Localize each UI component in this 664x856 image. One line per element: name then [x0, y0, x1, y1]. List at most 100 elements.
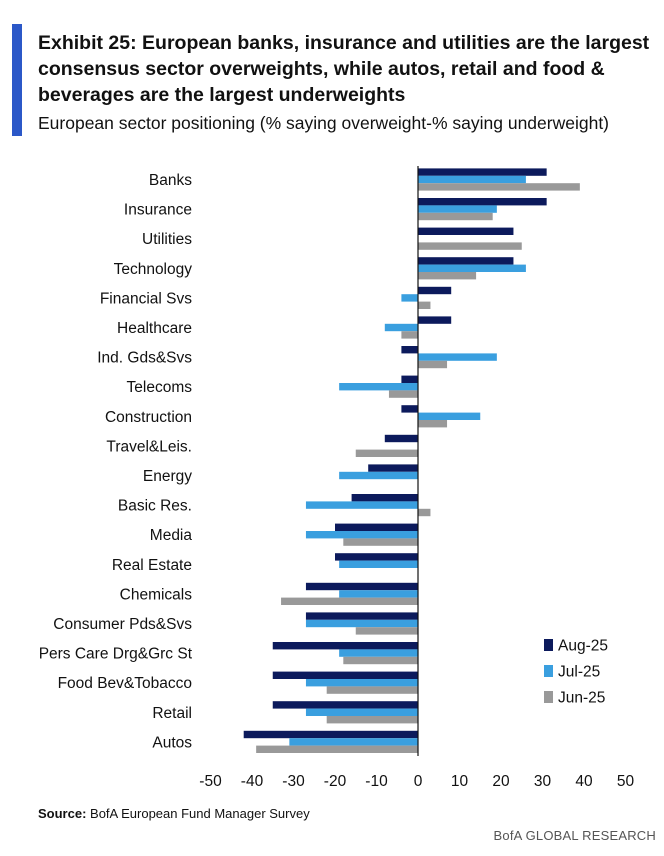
bar-autos-jun-25	[256, 745, 418, 753]
bar-retail-jul-25	[305, 708, 418, 716]
bar-pers-care-drg-grc-st-jun-25	[343, 656, 418, 665]
bar-utilities-aug-25	[418, 227, 514, 235]
legend-swatch-aug-25	[544, 639, 553, 651]
bar-autos-aug-25	[243, 730, 418, 739]
category-label-retail: Retail	[152, 705, 192, 722]
category-label-ind-gds-svs: Ind. Gds&Svs	[97, 350, 192, 367]
bar-consumer-pds-svs-jun-25	[355, 627, 418, 635]
bar-basic-res-jun-25	[418, 508, 431, 517]
bar-media-aug-25	[335, 523, 418, 531]
source-text: BofA European Fund Manager Survey	[90, 806, 310, 821]
bar-autos-jul-25	[289, 738, 418, 746]
bar-food-bev-tobacco-aug-25	[272, 671, 418, 679]
bar-banks-jul-25	[418, 175, 526, 184]
category-label-consumer-pds-svs: Consumer Pds&Svs	[53, 616, 192, 633]
bar-retail-aug-25	[272, 701, 418, 709]
source-label: Source:	[38, 806, 87, 821]
x-tick-label--40: -40	[241, 773, 264, 790]
x-tick-label--30: -30	[282, 773, 305, 790]
category-label-construction: Construction	[105, 409, 192, 426]
source-note: Source: BofA European Fund Manager Surve…	[38, 806, 310, 821]
category-label-energy: Energy	[143, 468, 192, 485]
category-label-chemicals: Chemicals	[120, 586, 193, 603]
legend-label-aug-25: Aug-25	[558, 638, 608, 655]
bar-banks-jun-25	[418, 183, 580, 191]
bar-insurance-jun-25	[418, 212, 493, 221]
bar-healthcare-jun-25	[401, 331, 418, 339]
x-tick-label-50: 50	[617, 773, 635, 790]
bar-ind-gds-svs-jul-25	[418, 353, 497, 361]
bar-real-estate-jul-25	[339, 560, 418, 568]
bar-telecoms-aug-25	[401, 375, 418, 383]
bar-banks-aug-25	[418, 168, 547, 176]
category-label-financial-svs: Financial Svs	[100, 290, 192, 307]
bar-basic-res-aug-25	[351, 494, 418, 502]
bar-pers-care-drg-grc-st-aug-25	[272, 642, 418, 650]
bar-construction-jun-25	[418, 420, 448, 428]
category-label-utilities: Utilities	[142, 231, 192, 248]
bar-telecoms-jul-25	[339, 383, 418, 391]
bar-construction-aug-25	[401, 405, 418, 413]
bar-food-bev-tobacco-jun-25	[326, 686, 418, 694]
bar-consumer-pds-svs-jul-25	[305, 619, 418, 628]
x-tick-label--50: -50	[199, 773, 222, 790]
chart-title: Exhibit 25: European banks, insurance an…	[38, 32, 650, 106]
bar-healthcare-aug-25	[418, 316, 452, 324]
bar-media-jul-25	[305, 531, 418, 539]
x-tick-label-20: 20	[492, 773, 510, 790]
category-label-food-bev-tobacco: Food Bev&Tobacco	[58, 675, 192, 692]
category-label-travel-leis: Travel&Leis.	[106, 438, 192, 455]
legend-swatch-jun-25	[544, 691, 553, 703]
bar-ind-gds-svs-jun-25	[418, 360, 448, 369]
category-label-basic-res: Basic Res.	[118, 498, 192, 515]
category-label-insurance: Insurance	[124, 202, 192, 219]
bar-financial-svs-jul-25	[401, 294, 418, 302]
category-label-technology: Technology	[114, 261, 193, 278]
bar-construction-jul-25	[418, 412, 481, 420]
x-tick-label-10: 10	[451, 773, 469, 790]
bar-financial-svs-jun-25	[418, 301, 431, 309]
bar-utilities-jun-25	[418, 242, 522, 250]
x-tick-label-40: 40	[575, 773, 593, 790]
bar-chemicals-jun-25	[281, 597, 418, 605]
category-label-autos: Autos	[152, 734, 192, 751]
bar-chemicals-jul-25	[339, 590, 418, 598]
bar-retail-jun-25	[326, 716, 418, 724]
bar-chemicals-aug-25	[305, 582, 418, 591]
bar-food-bev-tobacco-jul-25	[305, 679, 418, 687]
bar-consumer-pds-svs-aug-25	[305, 612, 418, 620]
bar-travel-leis-aug-25	[384, 434, 418, 443]
bar-financial-svs-aug-25	[418, 286, 452, 295]
x-tick-label-30: 30	[534, 773, 552, 790]
x-tick-label-0: 0	[414, 773, 423, 790]
legend-label-jun-25: Jun-25	[558, 690, 605, 707]
bar-insurance-jul-25	[418, 205, 497, 213]
bar-healthcare-jul-25	[384, 323, 418, 332]
bar-insurance-aug-25	[418, 198, 547, 206]
bar-energy-aug-25	[368, 464, 418, 472]
bar-technology-aug-25	[418, 257, 514, 265]
bar-media-jun-25	[343, 538, 418, 546]
x-tick-label--10: -10	[365, 773, 388, 790]
legend-swatch-jul-25	[544, 665, 553, 677]
brand-label: BofA GLOBAL RESEARCH	[493, 828, 656, 843]
legend-label-jul-25: Jul-25	[558, 664, 600, 681]
bar-chart: Banks Insurance Utilities Technology Financi…	[39, 166, 635, 790]
category-label-real-estate: Real Estate	[112, 557, 192, 574]
bar-real-estate-aug-25	[335, 553, 418, 561]
title-accent-bar	[12, 24, 22, 136]
category-label-healthcare: Healthcare	[117, 320, 192, 337]
bar-ind-gds-svs-aug-25	[401, 346, 418, 354]
bar-travel-leis-jun-25	[355, 449, 418, 457]
bar-technology-jun-25	[418, 272, 477, 280]
bar-basic-res-jul-25	[305, 501, 418, 509]
bar-technology-jul-25	[418, 264, 526, 272]
bar-pers-care-drg-grc-st-jul-25	[339, 649, 418, 657]
category-label-pers-care-drg-grc-st: Pers Care Drg&Grc St	[39, 646, 193, 663]
category-label-telecoms: Telecoms	[127, 379, 193, 396]
category-label-media: Media	[150, 527, 193, 544]
chart-subtitle: European sector positioning (% saying ov…	[38, 113, 610, 133]
category-label-banks: Banks	[149, 172, 192, 189]
x-tick-label--20: -20	[324, 773, 347, 790]
bar-telecoms-jun-25	[388, 390, 418, 398]
